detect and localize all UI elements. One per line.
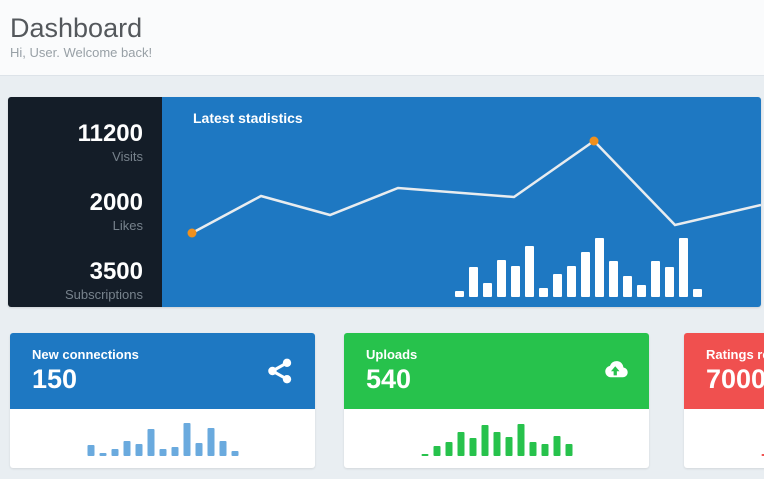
page-header: Dashboard Hi, User. Welcome back! xyxy=(0,0,764,76)
card-ratings-received-label: Ratings received xyxy=(706,347,764,362)
stats-summary-column: 11200 Visits 2000 Likes 3500 Subscriptio… xyxy=(8,97,162,307)
card-uploads-value: 540 xyxy=(366,364,412,394)
stat-subscriptions-label: Subscriptions xyxy=(64,287,143,302)
stat-visits: 11200 Visits xyxy=(8,120,143,165)
card-uploads: Uploads 540 xyxy=(344,333,649,468)
card-uploads-header: Uploads 540 xyxy=(344,333,649,409)
latest-statistics-chart: Latest stadistics xyxy=(162,97,761,307)
stat-likes: 2000 Likes xyxy=(8,189,143,234)
card-ratings-received: Ratings received 7000 xyxy=(684,333,764,468)
card-uploads-label: Uploads xyxy=(366,347,418,362)
card-ratings-received-header: Ratings received 7000 xyxy=(684,333,764,409)
mini-bar-chart xyxy=(421,424,572,456)
line-chart xyxy=(187,136,761,238)
card-new-connections-label: New connections xyxy=(32,347,139,362)
chart-title: Latest stadistics xyxy=(193,110,303,126)
mini-bar-chart xyxy=(761,454,764,456)
stat-subscriptions: 3500 Subscriptions xyxy=(8,258,143,303)
card-new-connections-chart xyxy=(10,409,315,468)
card-ratings-received-chart xyxy=(684,409,764,468)
cloud-upload-icon xyxy=(599,356,629,386)
share-icon xyxy=(265,356,295,386)
stat-visits-value: 11200 xyxy=(77,120,143,147)
bar-chart xyxy=(455,238,702,297)
stat-likes-label: Likes xyxy=(112,218,143,233)
card-uploads-chart xyxy=(344,409,649,468)
card-new-connections-value: 150 xyxy=(32,364,78,394)
stat-likes-value: 2000 xyxy=(89,189,143,216)
card-new-connections: New connections 150 xyxy=(10,333,315,468)
card-new-connections-header: New connections 150 xyxy=(10,333,315,409)
page-subtitle: Hi, User. Welcome back! xyxy=(10,45,153,60)
stat-visits-label: Visits xyxy=(112,149,143,164)
stat-subscriptions-value: 3500 xyxy=(89,258,143,285)
page-title: Dashboard xyxy=(10,13,143,43)
statistics-panel: 11200 Visits 2000 Likes 3500 Subscriptio… xyxy=(8,97,761,307)
mini-bar-chart xyxy=(87,423,238,456)
card-ratings-received-value: 7000 xyxy=(706,364,764,394)
